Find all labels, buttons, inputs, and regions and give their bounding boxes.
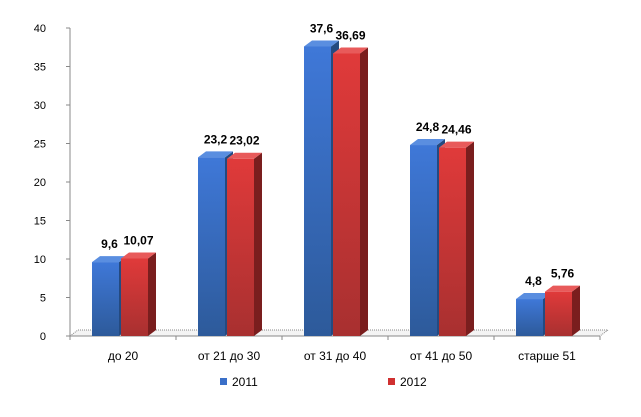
y-tick-label: 10 (34, 254, 46, 266)
y-tick-label: 40 (34, 23, 46, 35)
bar-front (227, 158, 254, 336)
data-label: 24,46 (441, 123, 471, 137)
x-tick-label: от 41 до 50 (410, 349, 473, 363)
bar-top (516, 293, 551, 300)
bar-front (121, 258, 148, 336)
x-tick-label: старше 51 (518, 349, 576, 363)
y-tick-label: 25 (34, 139, 46, 151)
bar-side (572, 285, 580, 336)
bar-side (148, 252, 156, 336)
legend-label: 2011 (232, 375, 258, 389)
data-label: 5,76 (551, 267, 575, 281)
bar-top (227, 152, 262, 159)
y-tick-label: 20 (34, 177, 46, 189)
y-tick-label: 15 (34, 216, 46, 228)
bar-front (92, 262, 119, 336)
bar-front (516, 299, 543, 336)
y-tick-label: 30 (34, 100, 46, 112)
bar-top (410, 139, 445, 146)
legend-swatch (220, 378, 227, 385)
bar-front (333, 53, 360, 336)
bar-top (545, 285, 580, 292)
bar-2012 (439, 141, 474, 336)
bar-side (360, 47, 368, 336)
bar-top (92, 256, 127, 263)
legend-label: 2012 (400, 375, 427, 389)
x-tick-label: от 31 до 40 (304, 349, 367, 363)
bar-2012 (227, 152, 262, 336)
bar-top (121, 252, 156, 259)
bar-2012 (121, 252, 156, 336)
bar-front (410, 145, 437, 336)
data-label: 4,8 (525, 274, 542, 288)
y-tick-label: 0 (40, 331, 46, 343)
y-tick-label: 35 (34, 62, 46, 74)
x-tick-label: до 20 (108, 349, 139, 363)
data-label: 9,6 (101, 237, 118, 251)
bar-top (439, 141, 474, 148)
bar-2012 (333, 47, 368, 336)
bar-front (439, 147, 466, 336)
bar-front (304, 46, 331, 336)
bar-side (466, 141, 474, 336)
bar-top (333, 47, 368, 54)
data-label: 23,2 (204, 132, 228, 146)
bar-top (304, 40, 339, 47)
legend-swatch (388, 378, 395, 385)
bar-top (198, 151, 233, 158)
bar-front (545, 291, 572, 336)
data-label: 10,07 (123, 233, 153, 247)
data-label: 24,8 (416, 120, 440, 134)
bar-2012 (545, 285, 580, 336)
bar-side (254, 152, 262, 336)
x-tick-label: от 21 до 30 (198, 349, 261, 363)
data-label: 23,02 (229, 134, 259, 148)
bar-front (198, 157, 225, 336)
y-tick-label: 5 (40, 293, 46, 305)
data-label: 37,6 (310, 21, 334, 35)
data-label: 36,69 (335, 28, 365, 42)
